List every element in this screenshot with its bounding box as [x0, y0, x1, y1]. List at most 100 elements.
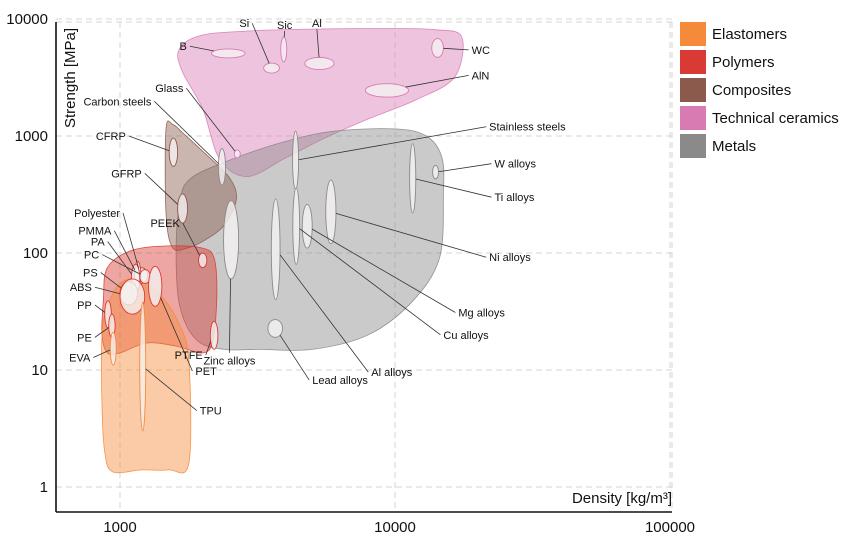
- leader-line-stainless-steels: [298, 126, 487, 161]
- material-label-ptfe: PTFE: [175, 350, 203, 362]
- legend-item-technical-ceramics: Technical ceramics: [680, 104, 839, 132]
- tick-labels: 1000 10000 100000 1 10 100 1000 10000: [6, 11, 695, 536]
- material-bubble-ti-alloys: [409, 143, 417, 214]
- label-leader-lines: [93, 23, 492, 411]
- material-bubble-lead-alloys: [267, 319, 283, 338]
- material-bubble-al-alloys: [270, 198, 281, 301]
- leader-line-pa: [107, 241, 132, 275]
- material-bubble-wc: [431, 38, 444, 58]
- material-label-pe: PE: [77, 332, 92, 344]
- leader-line-aln: [405, 74, 469, 88]
- legend-swatch: [680, 106, 706, 130]
- material-bubbles: [104, 36, 444, 432]
- material-bubble-al: [304, 56, 335, 70]
- leader-line-pmma: [113, 230, 136, 271]
- material-label-al: Al: [312, 18, 322, 30]
- material-bubble-cu-alloys: [292, 187, 301, 265]
- legend-item-metals: Metals: [680, 132, 839, 160]
- material-bubble-mg-alloys: [301, 203, 313, 249]
- leader-line-zinc-alloys: [229, 278, 231, 353]
- y-tick-label-100: 100: [23, 245, 48, 262]
- leader-line-tpu: [145, 368, 198, 411]
- material-label-si: Si: [239, 18, 249, 30]
- y-tick-label-1000: 1000: [15, 128, 48, 145]
- material-label-ni-alloys: Ni alloys: [489, 252, 531, 264]
- material-bubble-b: [210, 48, 246, 59]
- leader-line-b: [189, 45, 215, 52]
- leader-line-w-alloys: [438, 163, 492, 173]
- legend-swatch: [680, 22, 706, 46]
- material-label-al-alloys: Al alloys: [371, 367, 412, 379]
- leader-line-al: [316, 29, 320, 58]
- material-label-carbon-steels: Carbon steels: [83, 96, 151, 108]
- material-label-pa: PA: [91, 237, 106, 249]
- leader-line-ni-alloys: [335, 212, 487, 258]
- leader-line-lead-alloys: [279, 334, 310, 381]
- material-bubble-tpu: [139, 301, 147, 432]
- legend-label: Metals: [712, 137, 757, 155]
- material-bubble-gfrp: [177, 193, 188, 224]
- material-bubble-stainless-steels: [292, 130, 300, 190]
- material-label-stainless-steels: Stainless steels: [489, 122, 566, 134]
- leader-line-cfrp: [128, 135, 170, 152]
- material-bubble-peek: [198, 252, 208, 269]
- material-bubble-cfrp: [168, 137, 179, 167]
- legend: Elastomers Polymers Composites Technical ce…: [680, 20, 839, 160]
- material-label-ps: PS: [83, 268, 98, 280]
- legend-label: Composites: [712, 81, 792, 99]
- leader-line-carbon-steels: [154, 101, 219, 164]
- material-bubble-si: [263, 62, 280, 74]
- material-label-lead-alloys: Lead alloys: [312, 375, 368, 387]
- x-tick-label-1000: 1000: [103, 519, 136, 536]
- material-label-aln: AlN: [472, 70, 490, 82]
- legend-swatch: [680, 134, 706, 158]
- material-label-mg-alloys: Mg alloys: [458, 308, 505, 320]
- material-label-gfrp: GFRP: [111, 168, 142, 180]
- material-label-pmma: PMMA: [78, 226, 112, 238]
- leader-line-abs: [94, 286, 121, 295]
- x-axis-title: Density [kg/m³]: [572, 490, 672, 507]
- legend-label: Elastomers: [712, 25, 788, 43]
- material-bubble-zinc-alloys: [223, 200, 240, 280]
- material-label-abs: ABS: [70, 282, 92, 294]
- leader-line-pe: [94, 327, 110, 338]
- leader-line-pet: [160, 297, 193, 372]
- material-label-pp: PP: [77, 300, 92, 312]
- material-bubble-glass: [233, 149, 241, 159]
- material-label-sic: Sic: [277, 20, 293, 32]
- x-tick-label-10000: 10000: [374, 519, 416, 536]
- y-tick-label-10000: 10000: [6, 11, 48, 28]
- material-bubble-abs: [119, 278, 146, 315]
- leader-line-si: [251, 23, 270, 64]
- material-label-peek: PEEK: [150, 218, 180, 230]
- leader-line-mg-alloys: [311, 228, 456, 313]
- material-label-cu-alloys: Cu alloys: [443, 330, 489, 342]
- y-tick-label-1: 1: [40, 479, 48, 496]
- leader-line-peek: [182, 222, 201, 256]
- grid-lines: [56, 18, 673, 512]
- legend-swatch: [680, 78, 706, 102]
- material-label-pc: PC: [84, 250, 99, 262]
- material-labels: B Si Sic Al WC AlN Glass Carbon steels Stainless…: [69, 18, 566, 417]
- material-label-tpu: TPU: [200, 406, 222, 418]
- legend-label: Technical ceramics: [712, 109, 839, 127]
- leader-line-eva: [93, 349, 111, 358]
- leader-line-pp: [94, 304, 106, 313]
- leader-line-wc: [443, 47, 469, 51]
- material-label-polyester: Polyester: [74, 208, 120, 220]
- leader-line-cu-alloys: [299, 228, 441, 336]
- material-label-ti-alloys: Ti alloys: [494, 192, 534, 204]
- material-label-pet: PET: [195, 366, 217, 378]
- leader-line-glass: [186, 87, 236, 152]
- legend-swatch: [680, 50, 706, 74]
- legend-item-polymers: Polymers: [680, 48, 839, 76]
- material-bubble-w-alloys: [432, 165, 440, 180]
- leader-line-ti-alloys: [415, 178, 492, 198]
- legend-item-elastomers: Elastomers: [680, 20, 839, 48]
- material-label-glass: Glass: [155, 83, 184, 95]
- y-tick-label-10: 10: [31, 362, 48, 379]
- material-label-w-alloys: W alloys: [494, 159, 536, 171]
- material-label-cfrp: CFRP: [96, 131, 126, 143]
- material-bubble-pet: [148, 265, 163, 307]
